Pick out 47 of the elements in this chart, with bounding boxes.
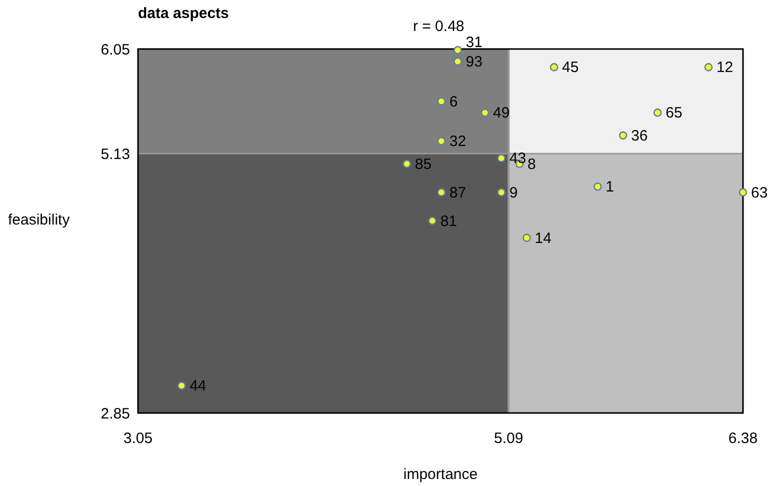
annotation: 63 xyxy=(751,184,768,202)
y-tick-label: 5.13 xyxy=(100,146,130,163)
annotation: 31 xyxy=(466,34,482,51)
annotation: 44 xyxy=(190,378,206,395)
text: r = 0.48 xyxy=(412,18,464,35)
point xyxy=(550,63,558,72)
x-axis-title: importance xyxy=(403,466,478,483)
point xyxy=(437,136,446,146)
point xyxy=(653,108,662,117)
y-tick-label: 6.05 xyxy=(100,41,130,58)
point xyxy=(738,188,748,196)
annotation: 6 xyxy=(449,93,458,110)
y-axis-title: feasibility xyxy=(8,211,70,228)
point xyxy=(594,182,602,191)
annotation: 87 xyxy=(449,184,466,202)
point xyxy=(497,188,506,196)
point xyxy=(522,234,531,242)
annotation: 8 xyxy=(528,156,536,173)
point xyxy=(480,108,490,117)
y-tick-label: 2.85 xyxy=(100,405,130,422)
point xyxy=(437,188,446,196)
annotation: 81 xyxy=(440,212,458,230)
annotation: 93 xyxy=(466,54,482,71)
chart-title: data aspects xyxy=(138,5,229,22)
point xyxy=(454,57,462,66)
point xyxy=(428,216,436,225)
annotation: 9 xyxy=(509,184,518,202)
point xyxy=(437,97,446,106)
annotation: 36 xyxy=(631,127,648,144)
annotation: 43 xyxy=(509,150,526,168)
annotation: 12 xyxy=(716,59,734,76)
annotation: 45 xyxy=(562,59,579,76)
annotation: 49 xyxy=(493,104,510,122)
point xyxy=(402,160,412,168)
annotation: 14 xyxy=(534,230,552,247)
x-tick-label: 5.09 xyxy=(494,430,524,447)
annotation: 85 xyxy=(414,156,432,173)
point xyxy=(497,154,506,162)
x-tick-label: 3.05 xyxy=(123,430,153,447)
annotation: 65 xyxy=(666,104,682,122)
point xyxy=(454,46,462,54)
annotation: 1 xyxy=(606,178,614,196)
point xyxy=(704,63,713,72)
annotation: 32 xyxy=(449,133,466,150)
point xyxy=(177,382,186,390)
point xyxy=(618,131,628,140)
x-tick-label: 6.38 xyxy=(728,430,758,447)
